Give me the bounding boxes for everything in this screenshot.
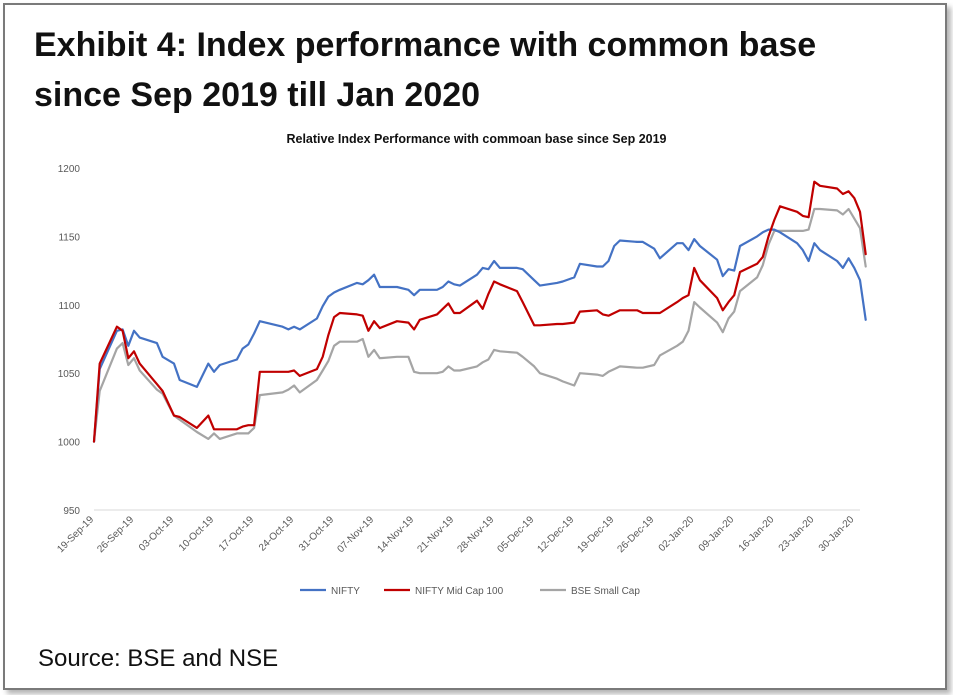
x-tick-label: 10-Oct-19 [177, 514, 217, 554]
y-tick-label: 1050 [58, 369, 81, 380]
x-tick-label: 26-Dec-19 [616, 514, 657, 555]
x-tick-label: 19-Sep-19 [55, 514, 96, 555]
y-tick-label: 1100 [58, 301, 80, 312]
x-tick-label: 14-Nov-19 [375, 514, 416, 555]
exhibit-heading: Exhibit 4: Index performance with common… [34, 20, 816, 120]
x-tick-label: 21-Nov-19 [415, 514, 456, 555]
legend-item-nifty: NIFTY [300, 586, 360, 597]
x-tick-label: 28-Nov-19 [455, 514, 496, 555]
x-tick-label: 26-Sep-19 [95, 514, 136, 555]
series-line-nifty-mid-cap-100 [92, 180, 867, 443]
x-tick-label: 17-Oct-19 [217, 514, 257, 554]
legend-label: NIFTY [331, 586, 360, 597]
exhibit-heading-line-1: Exhibit 4: Index performance with common… [34, 26, 817, 64]
x-tick-label: 03-Oct-19 [137, 514, 177, 554]
series-lines [92, 180, 867, 443]
y-tick-label: 1000 [58, 438, 81, 449]
y-tick-label: 1200 [58, 164, 81, 175]
x-tick-label: 16-Jan-20 [737, 514, 777, 554]
source-note: Source: BSE and NSE [38, 645, 279, 672]
x-axis-ticks: 19-Sep-19 26-Sep-19 03-Oct-19 10-Oct-19 17-O… [55, 514, 856, 555]
y-tick-label: 1150 [58, 232, 80, 243]
exhibit-heading-line-2: since Sep 2019 till Jan 2020 [34, 76, 481, 114]
chart-title: Relative Index Performance with commoan … [286, 132, 667, 146]
y-tick-label: 950 [63, 506, 80, 517]
x-tick-label: 23-Jan-20 [777, 514, 817, 554]
x-tick-label: 24-Oct-19 [257, 514, 297, 554]
x-tick-label: 30-Jan-20 [817, 514, 857, 554]
x-tick-label: 19-Dec-19 [576, 514, 617, 555]
chart-legend: NIFTY NIFTY Mid Cap 100 BSE Small Cap [300, 586, 640, 597]
legend-label: BSE Small Cap [571, 586, 640, 597]
y-axis-ticks: 950 1000 1050 1100 1150 1200 [58, 164, 81, 517]
x-tick-label: 12-Dec-19 [535, 514, 576, 555]
x-tick-label: 05-Dec-19 [495, 514, 536, 555]
x-tick-label: 09-Jan-20 [697, 514, 737, 554]
x-tick-label: 07-Nov-19 [335, 514, 376, 555]
legend-label: NIFTY Mid Cap 100 [415, 586, 504, 597]
series-line-nifty [92, 228, 867, 443]
series-line-bse-small-cap [92, 207, 867, 443]
x-tick-label: 02-Jan-20 [657, 514, 697, 554]
legend-item-nifty-mid-cap-100: NIFTY Mid Cap 100 [384, 586, 504, 597]
exhibit-frame [3, 3, 947, 690]
x-tick-label: 31-Oct-19 [297, 514, 337, 554]
legend-item-bse-small-cap: BSE Small Cap [540, 586, 640, 597]
